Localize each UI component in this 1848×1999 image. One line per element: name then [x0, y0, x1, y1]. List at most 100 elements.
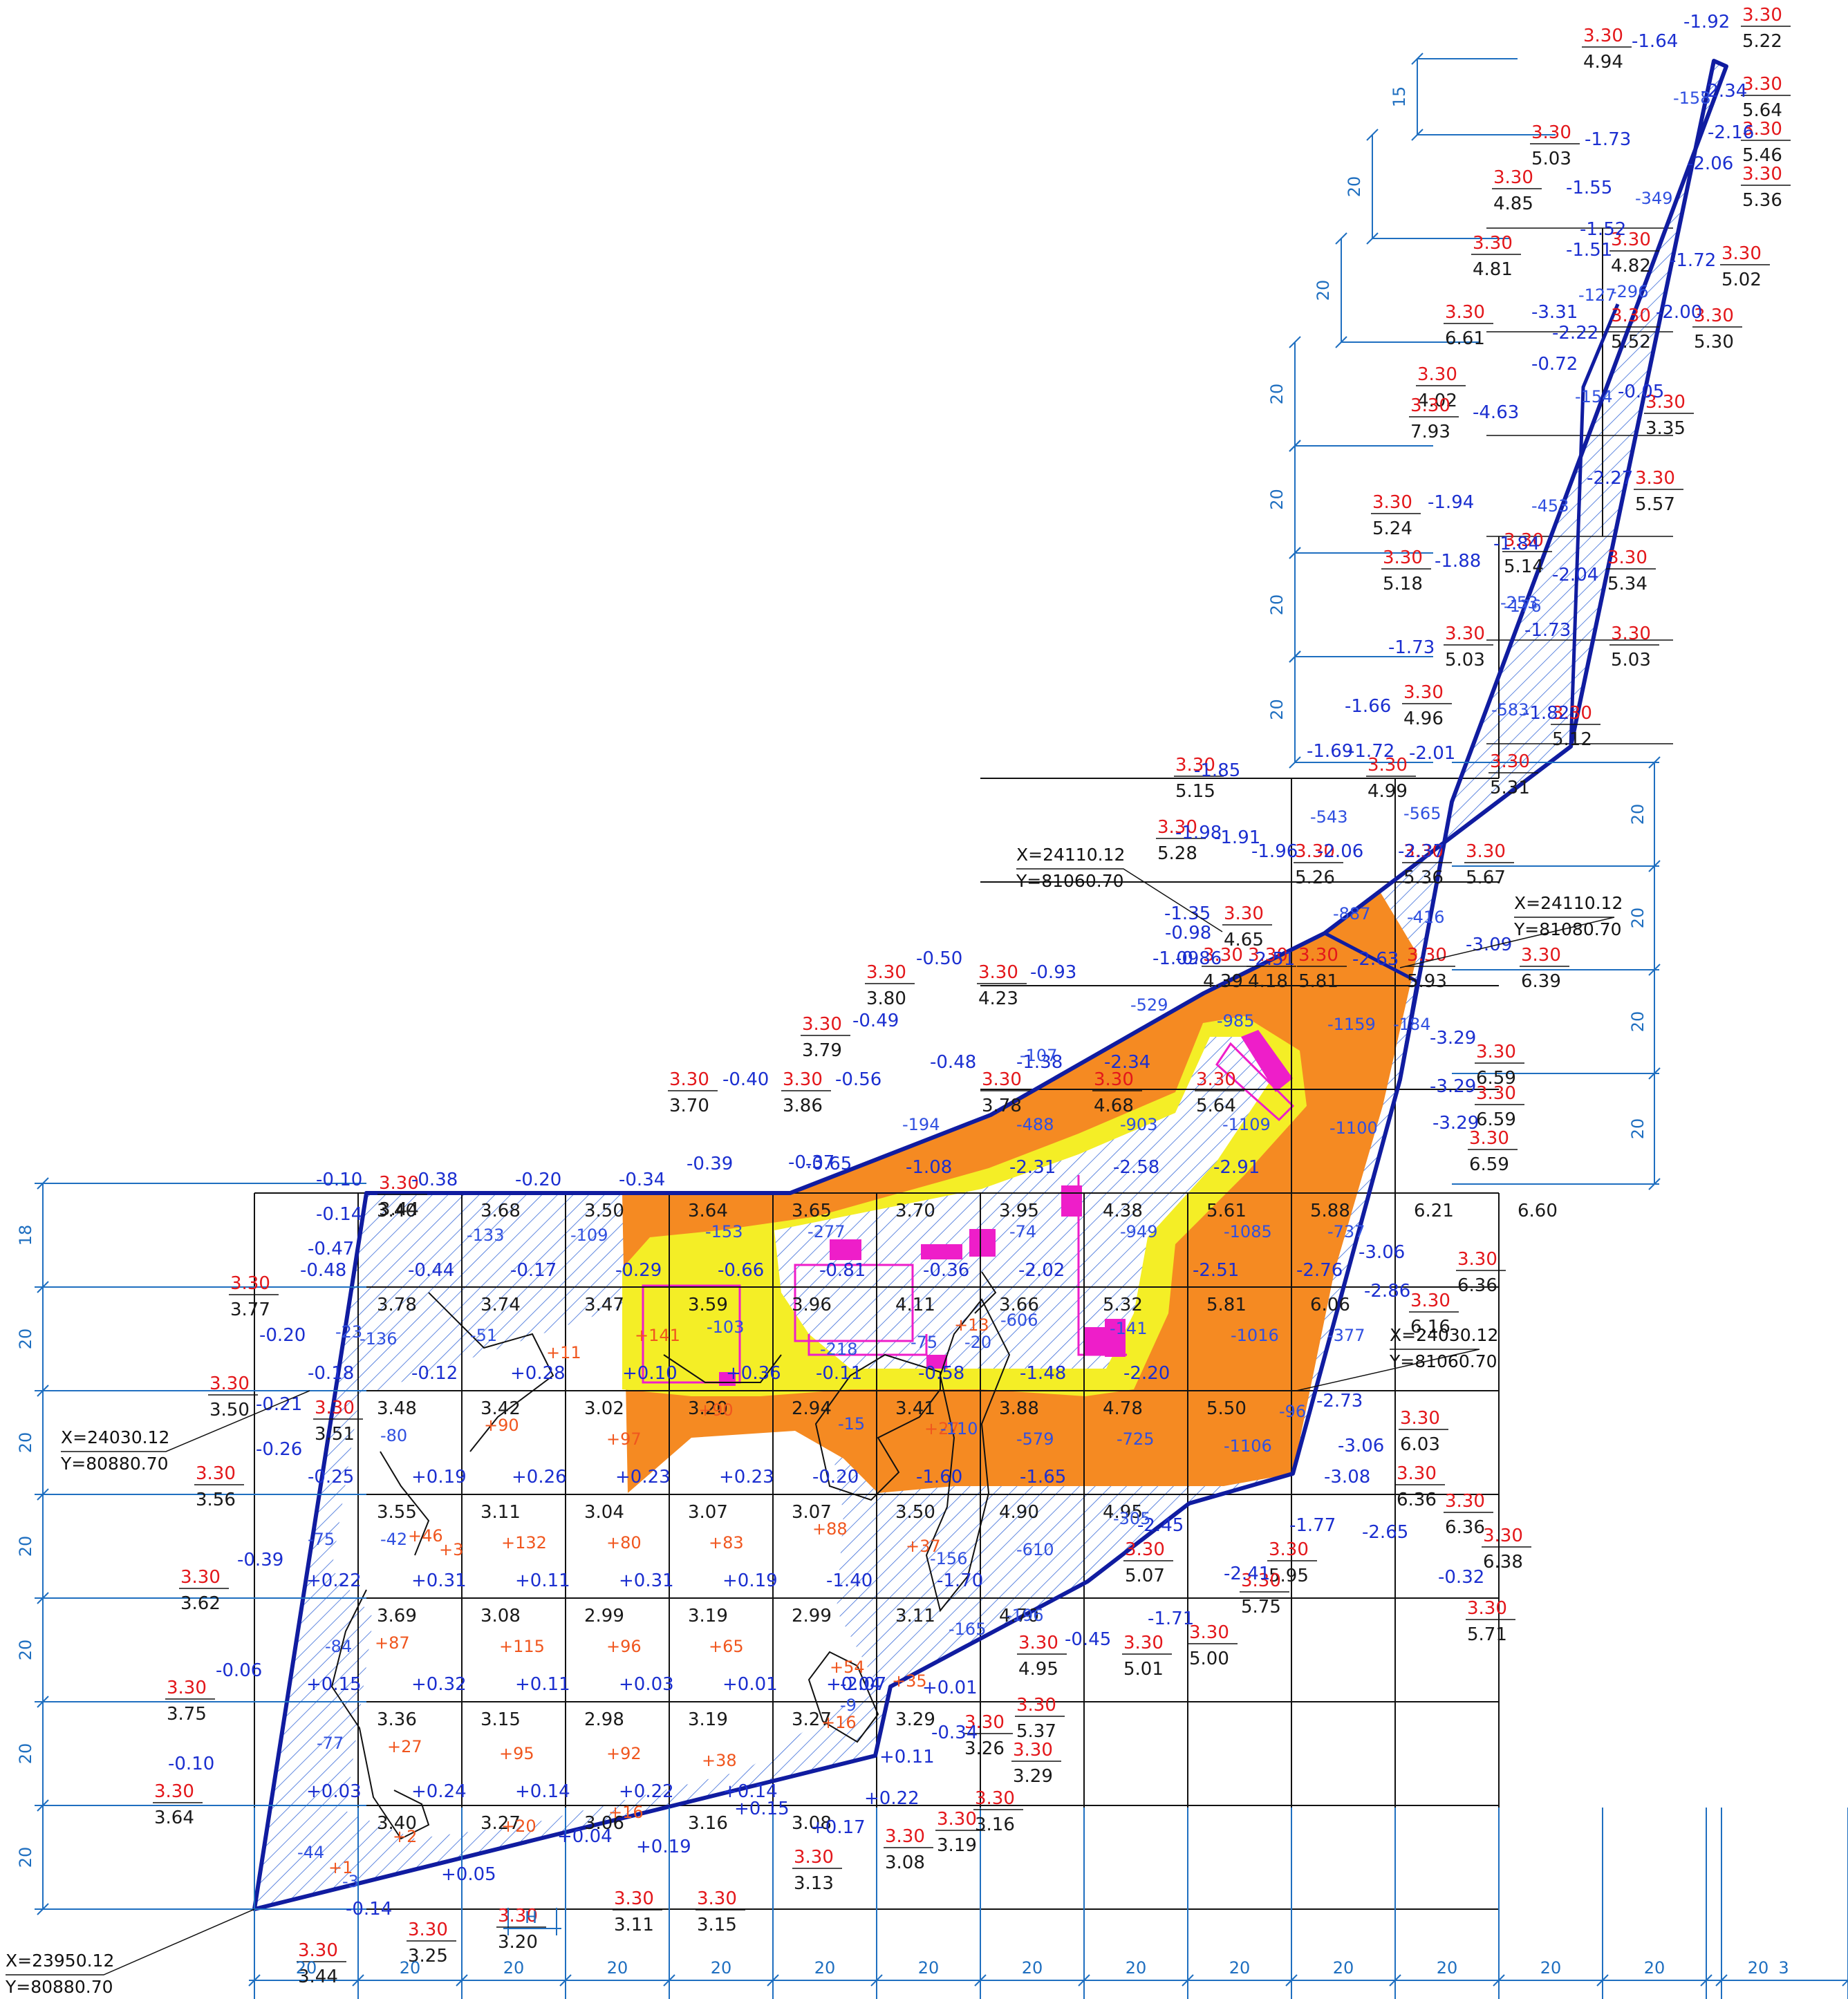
- design-elevation: 3.30: [1295, 841, 1335, 862]
- left-dimension: 20: [16, 1329, 35, 1350]
- existing-elevation: 3.13: [794, 1873, 834, 1894]
- top-dimension: 20: [1267, 489, 1287, 510]
- existing-elevation: 3.15: [697, 1915, 737, 1935]
- work-mark: -0.98: [1165, 923, 1211, 944]
- work-mark: -0.48: [930, 1052, 976, 1073]
- fill-volume: +35: [892, 1671, 927, 1691]
- work-mark: -1.94: [1428, 492, 1474, 513]
- design-elevation: 3.30: [1607, 547, 1648, 568]
- inner-boundaries: [1323, 303, 1620, 1080]
- design-elevation: 3.30: [1490, 751, 1530, 772]
- existing-elevation: 3.25: [408, 1946, 448, 1967]
- existing-elevation: 6.59: [1469, 1154, 1509, 1175]
- existing-elevation: 6.36: [1397, 1490, 1437, 1510]
- structures: [719, 1030, 1293, 1386]
- design-elevation: 3.30: [1504, 530, 1544, 551]
- work-mark: +0.23: [615, 1467, 671, 1487]
- existing-elevation: 5.36: [1403, 867, 1444, 888]
- work-mark: -0.38: [411, 1170, 458, 1190]
- design-elevation: 3.30: [1493, 167, 1533, 188]
- cut-volume: -107: [1020, 1046, 1057, 1065]
- work-mark: -1.73: [1585, 129, 1631, 150]
- work-mark: -0.66: [718, 1260, 764, 1281]
- fill-volume: +65: [709, 1637, 744, 1656]
- site-boundary: [252, 59, 1728, 1911]
- work-mark: -1.64: [1632, 31, 1678, 52]
- grid-elevation: 3.16: [688, 1813, 728, 1834]
- fill-zone-white: [332, 1306, 878, 1839]
- work-mark: +0.11: [515, 1570, 570, 1591]
- work-mark: -1.72: [1348, 741, 1394, 762]
- work-mark: -2.86: [1364, 1281, 1410, 1302]
- grid-elevation: 6.60: [1518, 1201, 1558, 1221]
- design-elevation: 3.30: [408, 1920, 448, 1940]
- existing-elevation: 3.44: [298, 1967, 338, 1987]
- grid-elevation: 3.04: [584, 1502, 624, 1523]
- existing-elevation: 5.03: [1611, 650, 1651, 670]
- existing-elevation: 6.03: [1400, 1434, 1440, 1455]
- cut-volume: -887: [1333, 904, 1370, 923]
- design-elevation: 3.30: [1383, 547, 1423, 568]
- work-mark: -1.51: [1566, 240, 1612, 261]
- work-mark: -2.51: [1249, 949, 1295, 970]
- bottom-dimension: 20: [814, 1958, 836, 1978]
- design-elevation: 3.30: [180, 1567, 221, 1588]
- grid-elevation: 5.81: [1206, 1295, 1247, 1315]
- cut-volume: -20: [964, 1333, 991, 1352]
- design-elevation: 3.30: [1694, 306, 1734, 326]
- existing-elevation: 6.38: [1483, 1552, 1523, 1573]
- grid-elevation: 2.98: [584, 1709, 624, 1730]
- fill-volume: +96: [606, 1637, 642, 1656]
- cut-volume: -80: [380, 1426, 407, 1445]
- cut-volume: -377: [1327, 1326, 1365, 1345]
- cut-volume: -1109: [1222, 1115, 1271, 1134]
- grid-elevation: 3.19: [688, 1606, 728, 1626]
- design-elevation: 3.30: [1742, 5, 1782, 26]
- design-elevation: 3.30: [1248, 945, 1288, 966]
- fill-volume: +92: [606, 1744, 642, 1763]
- work-mark: -1.69: [1307, 741, 1353, 762]
- cut-volume: -610: [1016, 1540, 1054, 1559]
- existing-elevation: 4.96: [1403, 708, 1444, 729]
- cut-volume: -74: [1009, 1222, 1036, 1241]
- existing-elevation: 5.12: [1552, 729, 1592, 750]
- bottom-dimension: 20: [1644, 1958, 1665, 1978]
- existing-elevation: 5.18: [1383, 574, 1423, 594]
- fill-volume: +141: [635, 1326, 680, 1345]
- design-elevation: 3.30: [1611, 306, 1651, 326]
- left-dimension: 20: [16, 1432, 35, 1454]
- grid-elevation: 3.36: [377, 1709, 417, 1730]
- work-mark: -0.93: [1030, 962, 1076, 983]
- work-mark: -0.14: [346, 1899, 392, 1920]
- design-elevation: 3.30: [669, 1069, 709, 1090]
- design-elevation: 3.30: [498, 1906, 538, 1926]
- bottom-dimension: 20: [503, 1958, 525, 1978]
- design-elevation: 3.30: [1476, 1042, 1516, 1062]
- fill-volume: +80: [606, 1533, 642, 1552]
- fill-volume: +16: [608, 1803, 644, 1822]
- design-elevation: 3.30: [885, 1826, 925, 1847]
- work-mark: -0.10: [168, 1754, 214, 1774]
- work-mark: -2.58: [1113, 1157, 1159, 1178]
- existing-elevation: 5.24: [1372, 518, 1412, 539]
- fill-volume: +115: [499, 1637, 545, 1656]
- work-mark: -0.37: [788, 1152, 834, 1173]
- grid-elevation: 3.41: [895, 1398, 935, 1419]
- existing-elevation: 4.39: [1203, 971, 1243, 992]
- coordinate-x: X=24110.12: [1016, 845, 1125, 865]
- boundary-elevation-labels: 3.305.223.304.943.305.643.305.463.305.03…: [153, 5, 1791, 1987]
- existing-elevation: 7.93: [1410, 422, 1450, 442]
- work-mark: -1.72: [1670, 250, 1716, 271]
- cut-volume: -453: [1531, 496, 1569, 516]
- design-elevation: 3.30: [978, 962, 1018, 983]
- cut-volume: -23: [335, 1322, 362, 1342]
- cut-volume: -84: [325, 1637, 352, 1656]
- cut-volume: -737: [1327, 1222, 1365, 1241]
- design-elevation: 3.30: [982, 1069, 1022, 1090]
- cut-volume: -529: [1130, 995, 1168, 1015]
- cut-volume: -96: [1279, 1402, 1306, 1421]
- design-elevation: 3.30: [697, 1888, 737, 1909]
- cut-volume: -985: [1217, 1011, 1254, 1031]
- design-elevation: 3.30: [1410, 395, 1450, 416]
